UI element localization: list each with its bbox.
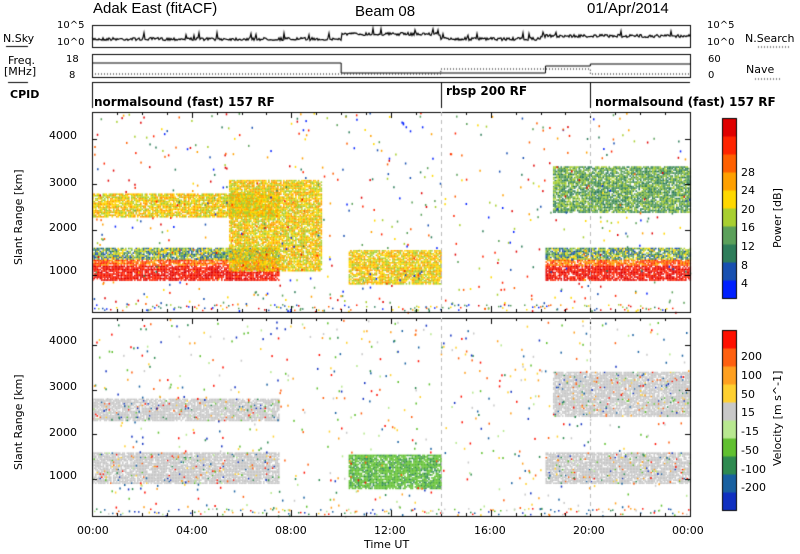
power-ylabel: Slant Range [km]: [12, 169, 25, 265]
velocity-ytick-2000: 2000: [49, 426, 77, 439]
cpid-label: CPID: [10, 88, 40, 101]
nave-tick-bottom: 0: [708, 70, 715, 81]
power-cb-tick-24: 24: [741, 184, 755, 197]
beam-title: Beam 08: [355, 3, 416, 20]
freq-tick-top: 18: [66, 54, 79, 65]
freq-label: Freq.: [8, 54, 36, 67]
velocity-cb-tick-m50: -50: [741, 444, 759, 457]
power-ytick-1000: 1000: [49, 264, 77, 277]
velocity-cb-tick-200: 200: [741, 350, 762, 363]
velocity-cb-tick-15: 15: [741, 406, 755, 419]
nave-tick-top: 60: [708, 54, 721, 65]
cpid-segment-1: normalsound (fast) 157 RF: [94, 95, 275, 109]
xtick-3: 12:00: [374, 524, 406, 537]
nsky-tick-bottom: 10^0: [57, 37, 85, 48]
cpid-segment-2: rbsp 200 RF: [446, 84, 528, 98]
velocity-cb-tick-m15: -15: [741, 425, 759, 438]
velocity-ytick-1000: 1000: [49, 469, 77, 482]
freq-unit: [MHz]: [4, 65, 37, 78]
cpid-segment-3: normalsound (fast) 157 RF: [595, 95, 776, 109]
freq-tick-bottom: 8: [69, 70, 76, 81]
nsky-tick-top: 10^5: [57, 20, 85, 31]
power-cb-tick-16: 16: [741, 221, 755, 234]
station-title: Adak East (fitACF): [93, 0, 218, 17]
velocity-colorbar-label: Velocity [m s^-1]: [771, 370, 784, 466]
power-cb-tick-28: 28: [741, 166, 755, 179]
power-ytick-3000: 3000: [49, 176, 77, 189]
velocity-cb-tick-100: 100: [741, 369, 762, 382]
nave-label: Nave: [746, 63, 775, 76]
xaxis-label: Time UT: [364, 538, 410, 551]
xtick-1: 04:00: [176, 524, 208, 537]
power-ytick-4000: 4000: [49, 129, 77, 142]
power-ytick-2000: 2000: [49, 221, 77, 234]
power-cb-tick-20: 20: [741, 203, 755, 216]
velocity-ytick-3000: 3000: [49, 380, 77, 393]
velocity-ylabel: Slant Range [km]: [12, 374, 25, 470]
date-title: 01/Apr/2014: [587, 0, 669, 17]
power-colorbar-label: Power [dB]: [771, 188, 784, 248]
velocity-cb-tick-50: 50: [741, 388, 755, 401]
power-cb-tick-12: 12: [741, 240, 755, 253]
nsearch-tick-bottom: 10^0: [707, 37, 735, 48]
nsearch-tick-top: 10^5: [707, 20, 735, 31]
velocity-ytick-4000: 4000: [49, 334, 77, 347]
power-cb-tick-4: 4: [741, 277, 748, 290]
velocity-cb-tick-m200: -200: [741, 481, 766, 494]
xtick-4: 16:00: [474, 524, 506, 537]
xtick-2: 08:00: [275, 524, 307, 537]
xtick-5: 20:00: [573, 524, 605, 537]
nsearch-label: N.Search: [745, 32, 795, 45]
power-cb-tick-8: 8: [741, 259, 748, 272]
xtick-6: 00:00: [672, 524, 704, 537]
nsky-label: N.Sky: [3, 32, 35, 45]
velocity-cb-tick-m100: -100: [741, 463, 766, 476]
xtick-0: 00:00: [77, 524, 109, 537]
